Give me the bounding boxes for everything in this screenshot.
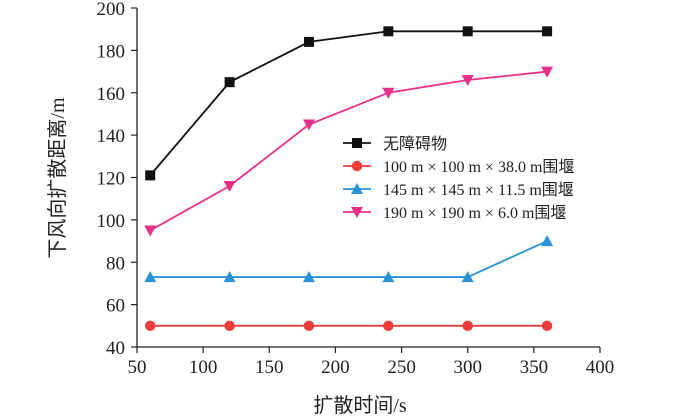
series-1 — [145, 26, 553, 181]
y-tick-label: 180 — [97, 41, 126, 62]
series-4 — [144, 66, 554, 237]
series-2 — [145, 320, 553, 332]
x-tick-label: 150 — [255, 357, 284, 378]
y-tick-label: 160 — [97, 84, 126, 105]
data-point — [223, 271, 236, 283]
series-3 — [144, 235, 554, 283]
x-tick-label: 50 — [128, 357, 147, 378]
data-point — [145, 170, 156, 181]
data-point — [461, 271, 474, 283]
data-point — [541, 320, 553, 332]
series-line — [149, 70, 548, 232]
y-tick-label: 200 — [97, 0, 126, 20]
data-point — [144, 271, 157, 283]
legend-marker — [351, 160, 363, 172]
legend-entry: 145 m × 145 m × 11.5 m围堰 — [343, 181, 574, 199]
data-point — [541, 66, 554, 78]
series-line — [149, 30, 548, 176]
data-point — [302, 119, 315, 131]
y-tick-label: 140 — [97, 126, 126, 147]
legend-entry: 190 m × 190 m × 6.0 m围堰 — [343, 204, 566, 222]
data-point — [144, 225, 157, 237]
legend-entry: 100 m × 100 m × 38.0 m围堰 — [343, 158, 574, 176]
x-axis-title: 扩散时间/s — [313, 394, 407, 417]
data-point — [382, 87, 395, 99]
legend-marker — [351, 207, 363, 218]
data-point — [383, 26, 394, 37]
data-point — [382, 271, 395, 283]
data-point — [303, 320, 315, 332]
data-point — [461, 75, 474, 87]
data-point — [541, 235, 554, 247]
y-tick-label: 60 — [106, 296, 125, 317]
legend-label: 无障碍物 — [383, 135, 447, 153]
data-point — [224, 320, 235, 332]
data-point — [224, 77, 235, 88]
x-tick-label: 400 — [586, 357, 615, 378]
data-point — [462, 26, 473, 37]
axes — [136, 8, 600, 348]
legend-label: 145 m × 145 m × 11.5 m围堰 — [383, 181, 574, 199]
data-point — [303, 36, 314, 47]
legend-label: 100 m × 100 m × 38.0 m围堰 — [383, 158, 574, 176]
legend-entry: 无障碍物 — [343, 135, 447, 153]
x-tick-label: 350 — [520, 357, 549, 378]
y-axis-title: 下风向扩散距离/m — [46, 97, 69, 259]
series-line — [150, 240, 548, 278]
y-tick-label: 100 — [97, 211, 126, 232]
data-point — [383, 320, 394, 332]
legend-label: 190 m × 190 m × 6.0 m围堰 — [383, 204, 566, 222]
legend-marker — [351, 183, 363, 194]
series-group — [144, 26, 554, 332]
data-point — [223, 180, 236, 192]
x-tick-label: 100 — [189, 357, 218, 378]
y-tick-label: 80 — [106, 253, 125, 274]
data-point — [302, 271, 315, 283]
x-tick-label: 300 — [453, 357, 482, 378]
data-point — [145, 320, 156, 332]
data-point — [542, 26, 553, 37]
legend: 无障碍物 100 m × 100 m × 38.0 m围堰 145 m × 145 … — [343, 135, 574, 222]
y-tick-label: 40 — [106, 338, 125, 359]
ticks: 50 100 150 200 250 300 350 400 40 60 80 100 120 140 16… — [97, 0, 615, 378]
x-tick-label: 200 — [321, 357, 350, 378]
x-tick-label: 250 — [387, 357, 416, 378]
legend-marker — [352, 138, 362, 148]
data-point — [462, 320, 473, 332]
y-tick-label: 120 — [97, 169, 126, 190]
